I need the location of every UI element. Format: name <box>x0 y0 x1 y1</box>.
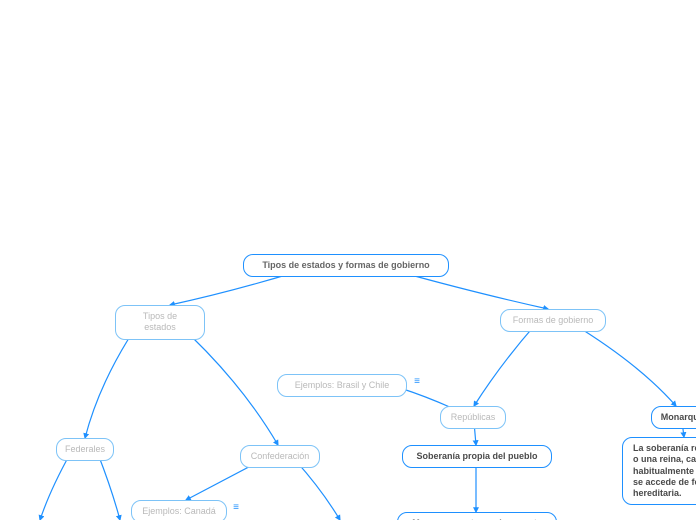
expander-icon[interactable]: ≡ <box>230 502 242 513</box>
node-sob[interactable]: Soberanía propia del pueblo <box>402 445 552 468</box>
node-formas[interactable]: Formas de gobierno <box>500 309 606 332</box>
expander-icon[interactable]: ≡ <box>411 376 423 387</box>
edge <box>40 454 70 520</box>
node-conf[interactable]: Confederación <box>240 445 320 468</box>
edge <box>175 321 278 445</box>
node-ej2[interactable]: Ejemplos: Canadá <box>131 500 227 520</box>
node-tipos[interactable]: Tipos de estados <box>115 305 205 340</box>
node-marco[interactable]: Marco presente en el presente <box>397 512 557 520</box>
edge <box>400 272 548 309</box>
node-fed[interactable]: Federales <box>56 438 114 461</box>
edge <box>400 388 452 408</box>
node-desc[interactable]: La soberanía reside en un rey o una rein… <box>622 437 696 505</box>
node-root[interactable]: Tipos de estados y formas de gobierno <box>243 254 449 277</box>
diagram-canvas: Tipos de estados y formas de gobierno Tip… <box>0 0 696 520</box>
edge <box>575 325 676 406</box>
edge <box>98 454 120 520</box>
edge <box>296 461 340 520</box>
node-ej1[interactable]: Ejemplos: Brasil y Chile <box>277 374 407 397</box>
node-rep[interactable]: Repúblicas <box>440 406 506 429</box>
node-mon[interactable]: Monarquías <box>651 406 696 429</box>
edge <box>474 325 535 406</box>
